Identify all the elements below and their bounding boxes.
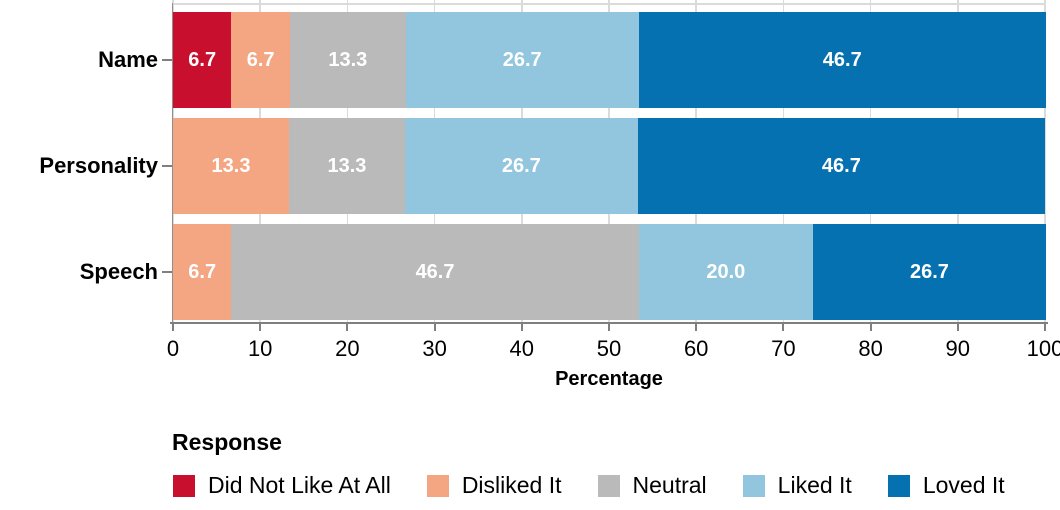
legend-item: Neutral: [597, 472, 707, 499]
bar-segment: 46.7: [231, 224, 639, 320]
bar-segment: 46.7: [637, 118, 1045, 214]
bar-value-label: 26.7: [502, 48, 542, 71]
legend-swatch: [887, 474, 910, 497]
bar-value-label: 13.3: [327, 154, 367, 177]
x-axis-tick: [956, 322, 959, 331]
bar-value-label: 6.7: [246, 48, 275, 71]
x-tick-label: 0: [166, 336, 180, 361]
legend-swatch: [426, 474, 449, 497]
x-axis-tick: [1044, 322, 1046, 331]
x-axis-tick: [346, 322, 349, 331]
legend-label: Neutral: [632, 472, 707, 498]
bar-value-label: 26.7: [909, 260, 949, 283]
bar-segment: 46.7: [638, 12, 1046, 108]
y-axis-tick: [162, 59, 172, 61]
bar-value-label: 13.3: [211, 154, 251, 177]
x-axis-tick: [695, 322, 698, 331]
bar-value-label: 6.7: [188, 48, 217, 71]
x-tick-label: 90: [945, 336, 971, 361]
x-tick-label: 70: [771, 336, 796, 361]
legend-item: Loved It: [887, 472, 1005, 499]
bar-segment: 6.7: [173, 224, 232, 320]
gridline-top: [173, 3, 1045, 5]
x-axis-tick: [782, 322, 785, 331]
x-axis-tick: [259, 322, 262, 331]
bar-value-label: 13.3: [328, 48, 368, 71]
legend-swatch: [597, 474, 620, 497]
legend-swatch: [742, 474, 765, 497]
x-axis-tick: [608, 322, 610, 331]
category-label: Personality: [39, 153, 158, 178]
x-tick-label: 10: [247, 336, 273, 361]
legend-title: Response: [172, 429, 282, 455]
category-label: Speech: [79, 259, 158, 284]
x-tick-label: 60: [683, 336, 709, 361]
bar-segment: 26.7: [813, 224, 1046, 320]
bar-segment: 13.3: [288, 118, 405, 214]
legend-item: Liked It: [742, 472, 852, 499]
legend-item: Did Not Like At All: [173, 472, 391, 499]
y-axis-tick: [162, 165, 172, 167]
y-axis-tick: [162, 271, 172, 273]
bar-segment: 13.3: [289, 12, 406, 108]
legend-label: Liked It: [777, 472, 852, 498]
bar-segment: 13.3: [173, 118, 289, 214]
bar-value-label: 6.7: [188, 260, 217, 283]
x-axis-tick: [433, 322, 436, 331]
x-axis-title: Percentage: [555, 368, 663, 390]
bar-segment: 6.7: [231, 12, 290, 108]
x-tick-label: 50: [596, 336, 622, 361]
legend-label: Loved It: [922, 472, 1005, 498]
x-axis-tick: [520, 322, 523, 331]
bar-value-label: 46.7: [821, 154, 861, 177]
bar-segment: 26.7: [404, 118, 638, 214]
x-tick-label: 40: [509, 336, 535, 361]
x-tick-label: 20: [335, 336, 360, 361]
x-axis-tick: [869, 322, 872, 331]
x-tick-label: 100: [1026, 336, 1060, 361]
bar-value-label: 46.7: [415, 260, 455, 283]
gridline: [1044, 0, 1046, 322]
legend-label: Disliked It: [461, 472, 562, 498]
category-label: Name: [98, 47, 158, 72]
y-axis-line: [171, 3, 173, 322]
x-tick-label: 80: [858, 336, 883, 361]
bar-value-label: 46.7: [822, 48, 862, 71]
x-tick-label: 30: [422, 336, 447, 361]
legend-item: Disliked It: [426, 472, 562, 499]
legend: Did Not Like At All Disliked It Neutral Lik…: [173, 472, 1005, 499]
legend-label: Did Not Like At All: [208, 472, 391, 498]
bar-segment: 26.7: [405, 12, 639, 108]
bar-segment: 20.0: [638, 224, 814, 320]
bar-value-label: 20.0: [706, 260, 746, 283]
legend-swatch: [173, 474, 195, 497]
x-axis-tick: [172, 322, 174, 331]
bar-value-label: 26.7: [501, 154, 541, 177]
bar-segment: 6.7: [173, 12, 232, 108]
